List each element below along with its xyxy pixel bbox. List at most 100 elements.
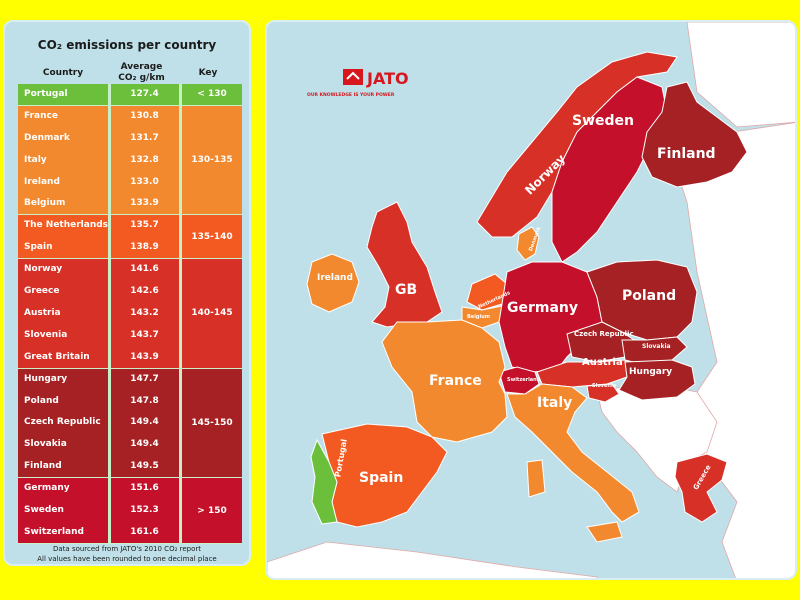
table-row: Austria 143.2 (18, 303, 178, 324)
table-row: Switzerland 161.6 (18, 522, 178, 543)
country-name: Italy (24, 154, 47, 165)
europe-map: JATO OUR KNOWLEDGE IS YOUR POWER Sweden … (267, 22, 795, 578)
country-finland (641, 81, 748, 188)
country-france (381, 319, 508, 443)
table-row: France 130.8 (18, 106, 178, 127)
country-portugal (310, 438, 338, 525)
emission-value: 149.4 (130, 417, 159, 428)
country-name: France (24, 110, 58, 121)
emission-value: 131.7 (130, 132, 159, 143)
table-row: Czech Republic 149.4 (18, 412, 178, 433)
label-italy: Italy (537, 395, 572, 411)
key-band: > 150 Germany 151.6 Sweden 152.3 Switzerland 1… (18, 478, 242, 544)
country-italy-sicily (586, 521, 623, 543)
label-czech: Czech Republic (574, 330, 634, 338)
emission-value: 133.9 (130, 198, 159, 209)
key-range: > 150 (179, 478, 242, 543)
key-band: 140-145 Norway 141.6 Greece 142.6 Austria 143.… (18, 259, 242, 369)
emission-value: 141.6 (130, 264, 159, 275)
header-country: Country (42, 68, 84, 78)
table-row: Portugal 127.4 (18, 84, 178, 105)
country-name: Austria (24, 307, 61, 318)
jato-logo-text: JATO (366, 69, 409, 88)
table-row: The Netherlands 135.7 (18, 215, 178, 236)
column-divider (108, 368, 111, 478)
table-row: Belgium 133.9 (18, 193, 178, 214)
table-row: Germany 151.6 (18, 478, 178, 499)
footnote-line1: Data sourced from JATO's 2010 CO₂ report (53, 545, 201, 553)
emission-value: 149.4 (130, 439, 159, 450)
label-poland: Poland (622, 288, 676, 304)
country-italy-sardinia (526, 459, 546, 498)
table-title: CO₂ emissions per country (37, 38, 217, 52)
table-row: Italy 132.8 (18, 150, 178, 171)
label-france: France (429, 373, 482, 389)
country-name: Belgium (24, 198, 66, 209)
column-divider (108, 259, 111, 368)
key-band: 145-150 Hungary 147.7 Poland 147.8 Czech Repu… (18, 368, 242, 479)
emission-value: 143.9 (130, 351, 159, 362)
label-slovenia: Slovenia (592, 383, 616, 389)
table-row: Sweden 152.3 (18, 500, 178, 521)
label-spain: Spain (359, 470, 403, 486)
table-row: Finland 149.5 (18, 456, 178, 477)
key-band: 130-135 France 130.8 Denmark 131.7 Italy 132.8… (18, 105, 242, 216)
column-divider (108, 478, 111, 543)
country-name: Portugal (24, 89, 68, 99)
country-name: Sweden (24, 505, 64, 516)
country-ireland (306, 253, 360, 313)
country-name: Greece (24, 286, 60, 297)
country-name: Hungary (24, 373, 68, 384)
country-norway (476, 51, 678, 238)
key-band: < 130 Portugal 127.4 (18, 84, 242, 106)
table-row: Spain 138.9 (18, 237, 178, 258)
country-name: Great Britain (24, 351, 90, 362)
table-row: Norway 141.6 (18, 259, 178, 280)
country-name: Slovenia (24, 329, 68, 340)
country-name: Finland (24, 461, 62, 472)
header-average-line2: CO₂ g/km (118, 73, 165, 83)
label-switzerland: Switzerland (507, 377, 541, 383)
emission-value: 138.9 (130, 242, 159, 253)
country-name: The Netherlands (24, 220, 109, 231)
emission-value: 161.6 (130, 526, 159, 537)
emission-value: 151.6 (130, 483, 159, 494)
column-divider (108, 84, 111, 105)
country-name: Spain (24, 242, 53, 253)
emission-value: 135.7 (130, 220, 159, 231)
label-hungary: Hungary (629, 367, 672, 377)
label-gb: GB (395, 282, 417, 298)
emission-value: 147.8 (130, 395, 159, 406)
emission-value: 132.8 (130, 154, 159, 165)
country-name: Czech Republic (24, 417, 101, 428)
table-body: < 130 Portugal 127.4 130-135 France 130.8 Denm… (18, 84, 242, 544)
country-name: Denmark (24, 132, 70, 143)
label-belgium: Belgium (467, 314, 490, 320)
country-name: Poland (24, 395, 59, 406)
label-germany: Germany (507, 300, 578, 316)
jato-logo-mark (346, 71, 360, 80)
emission-value: 130.8 (130, 110, 159, 121)
table-row: Great Britain 143.9 (18, 347, 178, 368)
header-average: Average CO₂ g/km (108, 62, 175, 84)
table-row: Slovakia 149.4 (18, 434, 178, 455)
label-ireland: Ireland (317, 273, 353, 283)
jato-logo-icon (343, 69, 363, 85)
key-range: 140-145 (179, 259, 242, 368)
label-finland: Finland (657, 146, 716, 162)
column-divider (108, 105, 111, 215)
country-name: Ireland (24, 176, 60, 187)
key-range: < 130 (179, 84, 242, 105)
table-row: Poland 147.8 (18, 391, 178, 412)
key-range: 130-135 (179, 105, 242, 215)
key-range: 135-140 (179, 215, 242, 259)
emission-value: 143.7 (130, 329, 159, 340)
emission-value: 147.7 (130, 373, 159, 384)
emissions-table-panel: CO₂ emissions per country Country Averag… (3, 20, 251, 566)
key-band: 135-140 The Netherlands 135.7 Spain 138.9 (18, 215, 242, 260)
label-austria: Austria (582, 357, 623, 368)
emission-value: 127.4 (130, 89, 159, 99)
emission-value: 133.0 (130, 176, 159, 187)
label-sweden: Sweden (572, 113, 634, 129)
emission-value: 149.5 (130, 461, 159, 472)
